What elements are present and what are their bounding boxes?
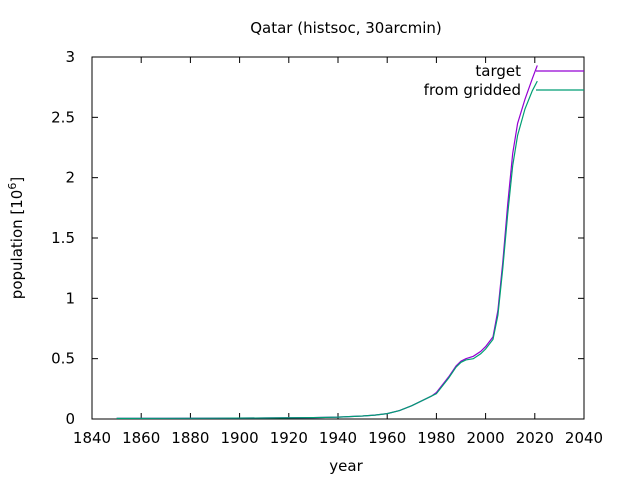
y-tick-labels: 0 0.5 1 1.5 2 2.5 3 xyxy=(51,48,75,428)
y-axis-label-close: ] xyxy=(8,177,26,183)
axis-ticks xyxy=(91,56,585,420)
series-line-target xyxy=(116,65,538,419)
x-tick-label: 1980 xyxy=(417,429,455,447)
x-tick-label: 1960 xyxy=(368,429,406,447)
x-tick-label: 1900 xyxy=(221,429,259,447)
y-tick-label: 0.5 xyxy=(51,350,75,368)
x-axis-label: year xyxy=(329,457,363,475)
y-tick-label: 1 xyxy=(65,289,75,307)
chart-title: Qatar (histsoc, 30arcmin) xyxy=(250,19,442,37)
plot-frame xyxy=(91,56,585,420)
y-tick-label: 3 xyxy=(65,48,75,66)
series-lines xyxy=(116,65,538,419)
legend-label-target: target xyxy=(475,62,521,80)
x-tick-label: 1940 xyxy=(319,429,357,447)
x-tick-label: 2040 xyxy=(565,429,603,447)
y-axis-label-base: population [10 xyxy=(8,190,26,300)
x-tick-label: 1880 xyxy=(171,429,209,447)
y-tick-label: 0 xyxy=(65,410,75,428)
y-tick-label: 2 xyxy=(65,169,75,187)
legend: target from gridded xyxy=(424,62,584,99)
x-tick-label: 1920 xyxy=(270,429,308,447)
series-line-from-gridded xyxy=(116,80,538,419)
x-tick-label: 2000 xyxy=(467,429,505,447)
y-tick-label: 2.5 xyxy=(51,108,75,126)
y-axis-label-exponent: 6 xyxy=(6,183,19,190)
x-tick-label: 1860 xyxy=(122,429,160,447)
legend-label-from-gridded: from gridded xyxy=(424,81,521,99)
y-tick-label: 1.5 xyxy=(51,229,75,247)
x-tick-labels: 1840 1860 1880 1900 1920 1940 1960 1980 2000 2020… xyxy=(73,429,603,447)
y-axis-label: population [106] xyxy=(6,177,26,299)
x-tick-label: 2020 xyxy=(516,429,554,447)
x-tick-label: 1840 xyxy=(73,429,111,447)
